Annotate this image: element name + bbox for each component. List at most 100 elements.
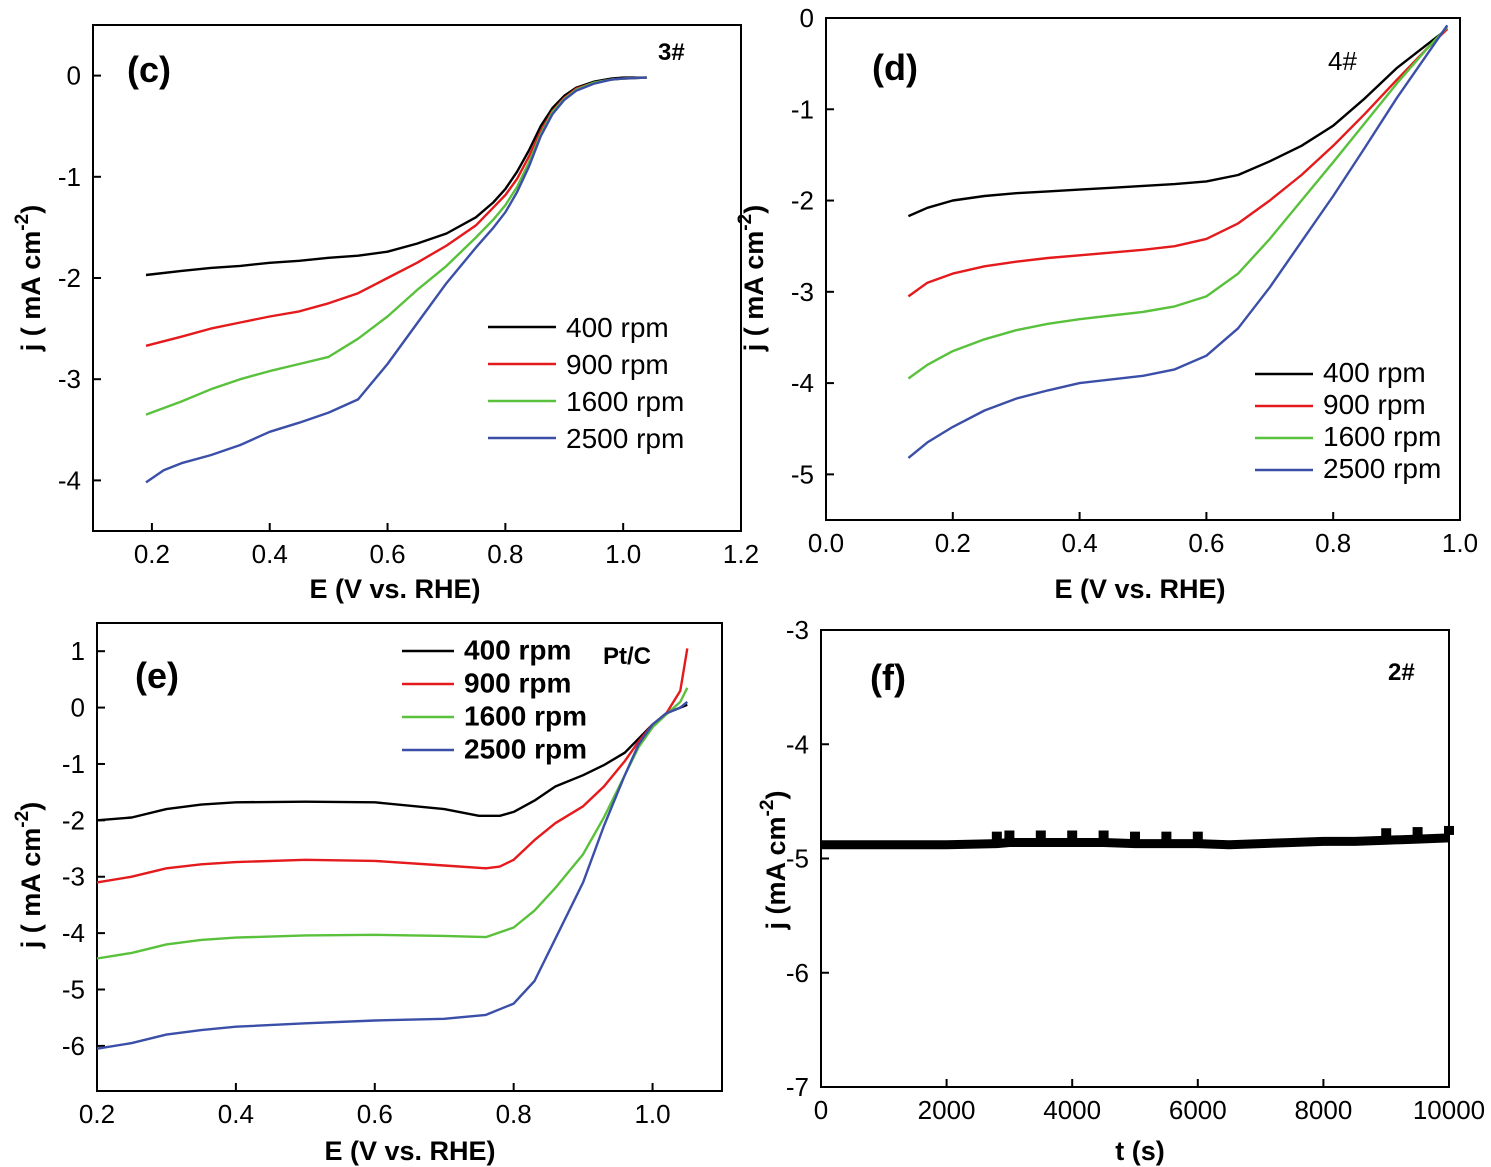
panel-f-ylabel-tail: ) — [761, 791, 791, 800]
panel-c-xlabel: E (V vs. RHE) — [309, 574, 480, 604]
panel-c-label: (c) — [127, 49, 171, 90]
panel-e-marks: 0.2 0.4 0.6 0.8 1.0 -6 -5 -4 -3 -2 -1 0 1 400 rpm900 … — [62, 635, 689, 1129]
panel-d-ylabel: j ( mA cm-2) — [735, 205, 769, 352]
panel-c-series-400-rpm — [145, 76, 647, 277]
panel-f-point — [1067, 830, 1078, 840]
panel-f-point — [1444, 825, 1454, 835]
panel-c-ytick-label: -4 — [58, 465, 81, 495]
panel-e-xtick-label: 1.0 — [634, 1099, 670, 1129]
panel-e-xtick-label: 0.6 — [357, 1099, 393, 1129]
panel-c-legend-label: 2500 rpm — [566, 423, 684, 454]
panel-e-legend-label: 2500 rpm — [464, 734, 587, 765]
panel-f-ytick-label: -3 — [786, 615, 809, 645]
panel-f-ylabel: j (mA cm-2) — [757, 791, 791, 931]
panel-f-label: (f) — [870, 657, 906, 698]
panel-c-xtick-label: 1.0 — [605, 539, 641, 569]
panel-f-series-line — [821, 833, 1450, 850]
panel-c-series-900-rpm — [145, 76, 647, 347]
panel-f-ylabel-sup: -2 — [757, 800, 778, 817]
panel-f-point — [1381, 828, 1392, 838]
panel-e-xtick-label: 0.8 — [496, 1099, 532, 1129]
panel-e-ytick-label: -6 — [62, 1031, 85, 1061]
panel-e-ytick-label: -3 — [62, 862, 85, 892]
panel-d-ylabel-sup: -2 — [735, 214, 756, 231]
panel-d-ytick-label: -4 — [791, 368, 814, 398]
panel-d-xtick-label: 0.0 — [808, 528, 844, 558]
panel-f-frame — [820, 629, 1450, 1088]
panel-d-ytick-label: -3 — [791, 277, 814, 307]
panel-f-ytick-label: -6 — [786, 958, 809, 988]
panel-f-point — [1098, 830, 1109, 840]
panel-e-ylabel-sup: -2 — [12, 811, 33, 828]
panel-f-xtick-label: 0 — [814, 1095, 828, 1125]
panel-d-ylabel-main: j ( mA cm — [739, 231, 769, 353]
panel-c-legend-label: 900 rpm — [566, 349, 669, 380]
panel-e-xtick-label: 0.4 — [218, 1099, 254, 1129]
panel-f-point — [1004, 830, 1015, 840]
panel-c-series-2500-rpm — [145, 76, 647, 484]
panel-e-ylabel-main: j ( mA cm — [16, 828, 46, 950]
panel-f-xtick-label: 8000 — [1294, 1095, 1352, 1125]
panel-c-ytick-label: 0 — [67, 61, 81, 91]
panel-c-ylabel-main: j ( mA cm — [16, 231, 46, 353]
panel-d-tag: 4# — [1328, 46, 1357, 76]
panel-d-marks: 0.0 0.2 0.4 0.6 0.8 1.0 -5 -4 -3 -2 -1 0 400 rpm900 … — [791, 3, 1478, 558]
panel-d-series-2500-rpm — [907, 24, 1449, 459]
panel-d-ytick-label: -5 — [791, 459, 814, 489]
panel-e-ylabel: j ( mA cm-2) — [12, 802, 46, 949]
panel-d-xlabel: E (V vs. RHE) — [1054, 574, 1225, 604]
panel-c-ytick-label: -1 — [58, 162, 81, 192]
panel-f-xtick-label: 6000 — [1169, 1095, 1227, 1125]
panel-f-xtick-label: 4000 — [1043, 1095, 1101, 1125]
panel-c-xtick-label: 1.2 — [723, 539, 759, 569]
panel-e-legend-label: 400 rpm — [464, 635, 571, 666]
panel-c-legend-label: 400 rpm — [566, 312, 669, 343]
panel-f-tag: 2# — [1388, 659, 1415, 686]
panel-c-ytick-label: -3 — [58, 364, 81, 394]
panel-e-ytick-label: -4 — [62, 918, 85, 948]
panel-d-xtick-label: 1.0 — [1442, 528, 1478, 558]
panel-c: 0.2 0.4 0.6 0.8 1.0 1.2 -4 -3 -2 -1 0 400 rpm 900 rp… — [12, 24, 759, 604]
panel-e-ylabel-tail: ) — [16, 802, 46, 811]
panel-d-legend-label: 2500 rpm — [1323, 453, 1441, 484]
panel-f-point — [1161, 831, 1172, 841]
panel-c-xtick-label: 0.6 — [369, 539, 405, 569]
panel-c-ytick-label: -2 — [58, 263, 81, 293]
panel-f-marks: 0 2000 4000 6000 8000 10000 -7 -6 -5 -4 -3 — [786, 615, 1485, 1125]
panel-e-ytick-label: 0 — [71, 693, 85, 723]
panel-e-ytick-label: -2 — [62, 805, 85, 835]
panel-f-ytick-label: -4 — [786, 729, 809, 759]
panel-d-series-400-rpm — [907, 28, 1449, 218]
panel-c-xtick-label: 0.8 — [487, 539, 523, 569]
panel-d-label: (d) — [872, 47, 918, 88]
panel-f-point — [1412, 827, 1423, 837]
panel-e-series-900-rpm — [96, 648, 689, 884]
panel-e-ytick-label: -1 — [62, 749, 85, 779]
panel-d-legend-label: 400 rpm — [1323, 357, 1426, 388]
panel-f-xlabel: t (s) — [1115, 1136, 1165, 1166]
panel-d-series-900-rpm — [907, 28, 1449, 298]
panel-f-point — [1035, 830, 1046, 840]
panel-e-xlabel: E (V vs. RHE) — [324, 1136, 495, 1166]
panel-d-series-1600-rpm — [907, 26, 1449, 380]
panel-d-ytick-label: 0 — [800, 3, 814, 33]
panel-f-ylabel-main: j (mA cm — [761, 816, 791, 930]
panel-e-legend-label: 900 rpm — [464, 668, 571, 699]
panel-d: 0.0 0.2 0.4 0.6 0.8 1.0 -5 -4 -3 -2 -1 0 400 rpm900 … — [735, 3, 1478, 604]
panel-c-ylabel-sup: -2 — [12, 214, 33, 231]
panel-d-xtick-label: 0.2 — [935, 528, 971, 558]
panel-d-xtick-label: 0.8 — [1315, 528, 1351, 558]
panel-e-tag: Pt/C — [603, 643, 651, 670]
panel-f-point — [1192, 831, 1203, 841]
panel-c-ylabel-tail: ) — [16, 205, 46, 214]
panel-e-xtick-label: 0.2 — [79, 1099, 115, 1129]
panel-e-ytick-label: 1 — [71, 636, 85, 666]
panel-e-ytick-label: -5 — [62, 975, 85, 1005]
panel-d-ytick-label: -2 — [791, 186, 814, 216]
panel-d-legend-label: 1600 rpm — [1323, 421, 1441, 452]
panel-d-frame — [825, 17, 1461, 521]
panel-f-point — [1130, 831, 1140, 841]
panel-d-legend-label: 900 rpm — [1323, 389, 1426, 420]
panel-e-frame — [96, 622, 723, 1092]
